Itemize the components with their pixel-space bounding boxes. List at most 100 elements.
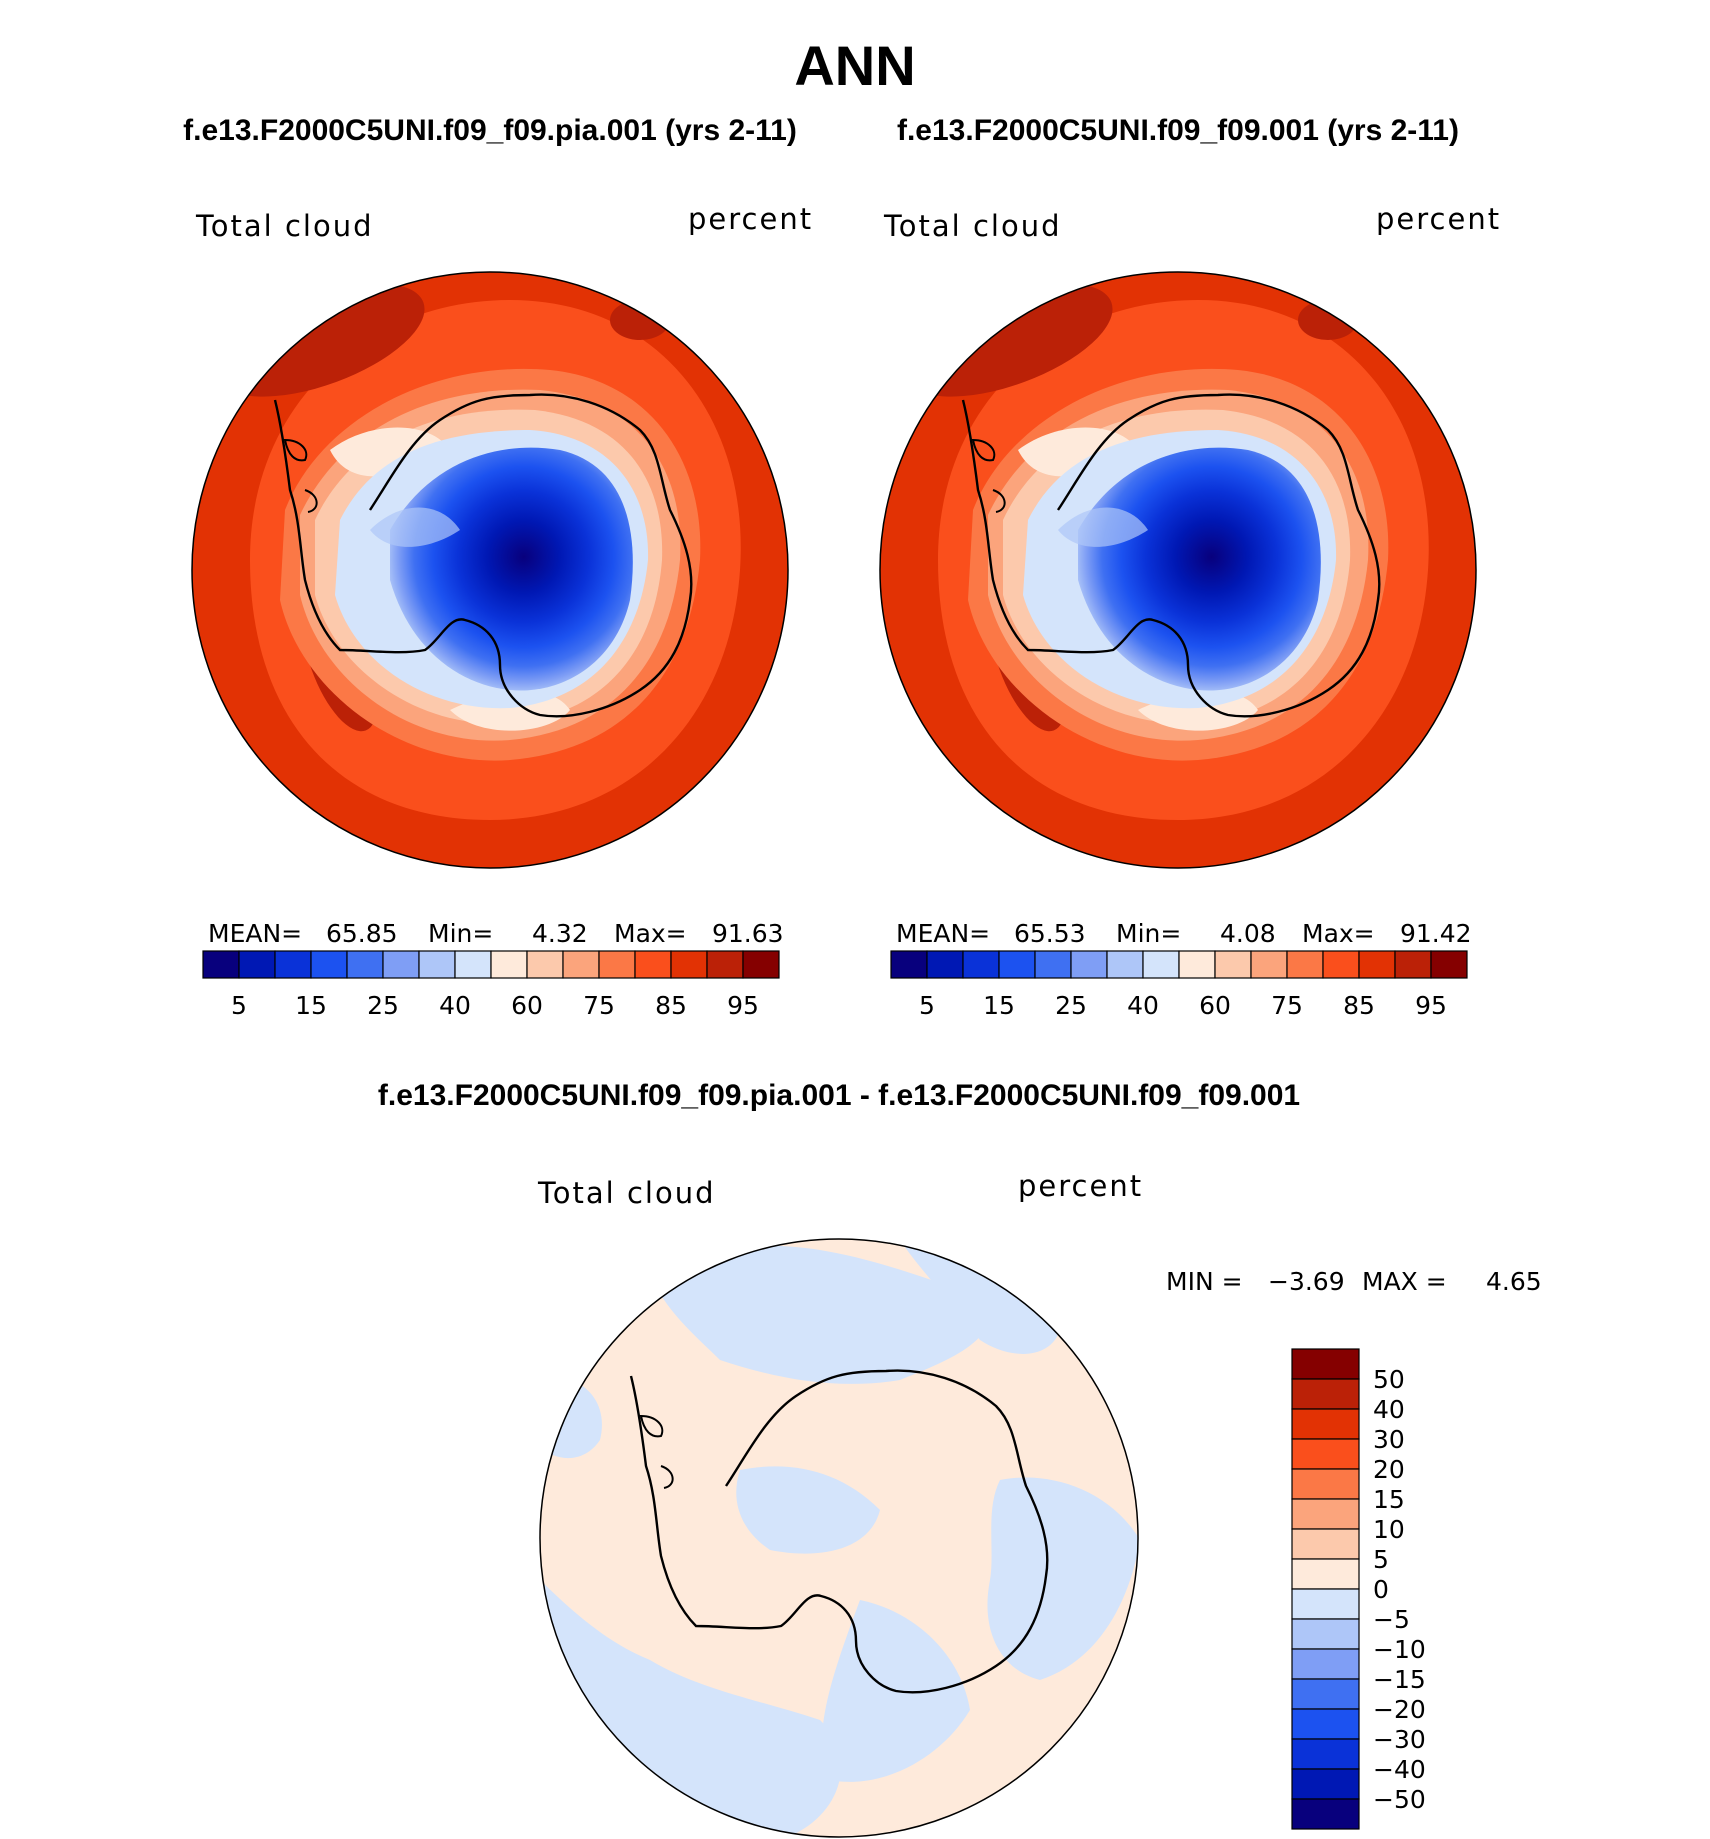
panel-b-variable: Total cloud xyxy=(883,209,1061,243)
panel-c-map-border xyxy=(539,1238,1139,1838)
colorbar-tick-label: 5 xyxy=(231,991,247,1020)
panel-a-mean-label: MEAN= xyxy=(208,919,302,948)
colorbar-swatch xyxy=(1291,1678,1360,1710)
colorbar-swatch xyxy=(274,950,312,979)
colorbar-tick-label: 85 xyxy=(1343,991,1375,1020)
colorbar-swatch xyxy=(1291,1468,1360,1500)
colorbar-swatch xyxy=(1291,1348,1360,1380)
colorbar-tick-label: 25 xyxy=(367,991,399,1020)
panel-a-units: percent xyxy=(688,202,813,236)
panel-c-units: percent xyxy=(1018,1169,1143,1203)
colorbar-tick-label: 85 xyxy=(655,991,687,1020)
panel-b-map xyxy=(880,272,1476,868)
colorbar-swatch xyxy=(1142,950,1180,979)
panel-c-variable: Total cloud xyxy=(537,1176,715,1210)
colorbar-swatch xyxy=(1291,1708,1360,1740)
panel-c-colorbar xyxy=(1291,1348,1360,1830)
colorbar-tick-label: 75 xyxy=(583,991,615,1020)
colorbar-swatch xyxy=(562,950,600,979)
panel-c-max-label: MAX = xyxy=(1362,1267,1447,1296)
colorbar-swatch xyxy=(1322,950,1360,979)
colorbar-tick-label: 30 xyxy=(1373,1425,1405,1454)
panel-b-max-value: 91.42 xyxy=(1400,919,1472,948)
panel-a-map-border xyxy=(191,271,789,869)
panel-b-stats: MEAN= 65.53 Min= 4.08 Max= 91.42 xyxy=(896,919,1472,948)
panel-b-title: f.e13.F2000C5UNI.f09_f09.001 (yrs 2-11) xyxy=(897,114,1459,147)
colorbar-tick-label: 15 xyxy=(983,991,1015,1020)
colorbar-tick-label: −50 xyxy=(1373,1785,1426,1814)
colorbar-tick-label: 40 xyxy=(1373,1395,1405,1424)
panel-b-units: percent xyxy=(1376,202,1501,236)
colorbar-tick-label: 60 xyxy=(1199,991,1231,1020)
panel-b-min-value: 4.08 xyxy=(1220,919,1276,948)
colorbar-tick-label: −15 xyxy=(1373,1665,1426,1694)
colorbar-swatch xyxy=(202,950,240,979)
panel-b-max-label: Max= xyxy=(1302,919,1375,948)
colorbar-swatch xyxy=(1106,950,1144,979)
colorbar-swatch xyxy=(1178,950,1216,979)
panel-model-control: f.e13.F2000C5UNI.f09_f09.001 (yrs 2-11) … xyxy=(879,114,1501,1020)
panel-b-mean-label: MEAN= xyxy=(896,919,990,948)
colorbar-swatch xyxy=(1291,1618,1360,1650)
colorbar-swatch xyxy=(742,950,780,979)
colorbar-swatch xyxy=(346,950,384,979)
panel-a-variable: Total cloud xyxy=(195,209,373,243)
colorbar-swatch xyxy=(598,950,636,979)
colorbar-swatch xyxy=(238,950,276,979)
panel-b-map-border xyxy=(879,271,1477,869)
colorbar-tick-label: 5 xyxy=(919,991,935,1020)
colorbar-swatch xyxy=(670,950,708,979)
colorbar-tick-label: 95 xyxy=(1415,991,1447,1020)
panel-difference: f.e13.F2000C5UNI.f09_f09.pia.001 - f.e13… xyxy=(378,1079,1542,1838)
colorbar-swatch xyxy=(1291,1438,1360,1470)
colorbar-swatch xyxy=(1034,950,1072,979)
colorbar-tick-label: −40 xyxy=(1373,1755,1426,1784)
colorbar-tick-label: 10 xyxy=(1373,1515,1405,1544)
colorbar-swatch xyxy=(1291,1378,1360,1410)
colorbar-tick-label: 40 xyxy=(439,991,471,1020)
colorbar-swatch xyxy=(490,950,528,979)
colorbar-swatch xyxy=(926,950,964,979)
panel-a-title: f.e13.F2000C5UNI.f09_f09.pia.001 (yrs 2-… xyxy=(183,114,797,147)
colorbar-swatch xyxy=(1291,1408,1360,1440)
colorbar-swatch xyxy=(526,950,564,979)
colorbar-swatch xyxy=(1291,1798,1360,1830)
panel-model-pia: f.e13.F2000C5UNI.f09_f09.pia.001 (yrs 2-… xyxy=(183,114,813,1020)
colorbar-swatch xyxy=(634,950,672,979)
colorbar-tick-label: 20 xyxy=(1373,1455,1405,1484)
colorbar-swatch xyxy=(1358,950,1396,979)
colorbar-tick-label: 60 xyxy=(511,991,543,1020)
panel-c-title: f.e13.F2000C5UNI.f09_f09.pia.001 - f.e13… xyxy=(378,1079,1300,1112)
colorbar-swatch xyxy=(998,950,1036,979)
panel-c-max-value: 4.65 xyxy=(1486,1267,1542,1296)
colorbar-tick-label: 75 xyxy=(1271,991,1303,1020)
colorbar-tick-label: 15 xyxy=(295,991,327,1020)
colorbar-swatch xyxy=(1250,950,1288,979)
colorbar-swatch xyxy=(1286,950,1324,979)
colorbar-swatch xyxy=(382,950,420,979)
colorbar-tick-label: −30 xyxy=(1373,1725,1426,1754)
panel-a-mean-value: 65.85 xyxy=(326,919,398,948)
panel-b-colorbar xyxy=(890,950,1468,979)
colorbar-swatch xyxy=(1291,1648,1360,1680)
panel-a-colorbar xyxy=(202,950,780,979)
colorbar-tick-label: 5 xyxy=(1373,1545,1389,1574)
colorbar-swatch xyxy=(890,950,928,979)
colorbar-swatch xyxy=(1291,1558,1360,1590)
panel-a-colorbar-ticks: 5 15 25 40 60 75 85 95 xyxy=(231,991,759,1020)
figure-title: ANN xyxy=(794,34,915,97)
colorbar-swatch xyxy=(962,950,1000,979)
panel-a-max-value: 91.63 xyxy=(712,919,784,948)
colorbar-swatch xyxy=(1291,1768,1360,1800)
colorbar-swatch xyxy=(454,950,492,979)
panel-a-max-label: Max= xyxy=(614,919,687,948)
colorbar-swatch xyxy=(310,950,348,979)
colorbar-swatch xyxy=(1214,950,1252,979)
panel-a-map xyxy=(192,272,788,868)
colorbar-tick-label: 95 xyxy=(727,991,759,1020)
panel-c-stats: MIN = −3.69 MAX = 4.65 xyxy=(1166,1267,1542,1296)
colorbar-swatch xyxy=(1291,1528,1360,1560)
panel-b-min-label: Min= xyxy=(1116,919,1181,948)
